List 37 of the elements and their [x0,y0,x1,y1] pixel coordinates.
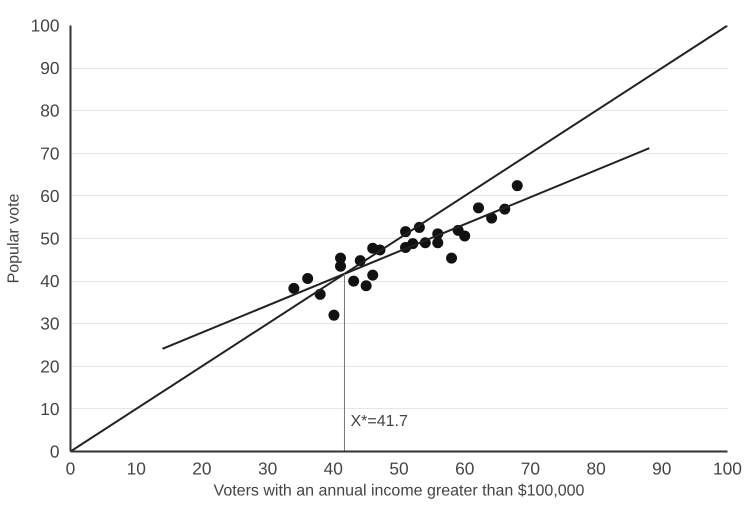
point [348,276,360,287]
x-tick-label: 30 [258,458,278,478]
y-tick-label: 30 [40,314,60,334]
x-tick-label: 10 [126,458,146,478]
point [335,260,346,272]
point [472,202,484,214]
y-tick-label: 70 [40,143,60,164]
x-tick-label: 80 [586,458,606,478]
y-tick-label: 50 [40,228,60,248]
x-tick-label: 50 [389,458,409,478]
point [432,237,444,248]
y-axis-title: Popular vote [6,193,23,284]
point [302,273,314,284]
x-tick-label: 70 [520,458,540,478]
annotation: X*=41.7 [350,413,408,430]
y-tick-label: 90 [40,58,60,78]
point [446,252,458,264]
x-tick-label: 40 [324,458,343,478]
x-tick-label: 0 [66,458,76,478]
point [288,282,300,294]
x-tick-label: 60 [455,458,474,478]
point [512,180,523,192]
y-tick-label: 40 [40,271,60,292]
y-tick-label: 0 [50,442,60,462]
x-tick-label: 90 [652,458,672,478]
point [328,310,340,321]
point [459,230,470,242]
y-tick-label: 10 [40,398,60,419]
x-axis-title: Voters with an annual income greater than $100,000 [214,482,585,500]
y-tick-label: 80 [40,100,60,121]
y-tick-label: 20 [40,356,60,376]
point [360,280,372,292]
point [367,270,378,281]
y-tick-label: 60 [40,186,60,206]
x-tick-label: 100 [713,458,742,478]
x-tick-label: 20 [192,458,212,478]
y-tick-label: 100 [30,16,60,36]
